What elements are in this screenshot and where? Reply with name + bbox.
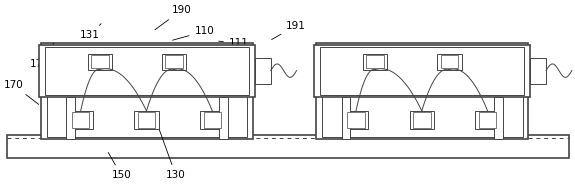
Bar — [479, 112, 496, 128]
Bar — [316, 43, 528, 139]
Bar — [437, 54, 462, 70]
Text: 111: 111 — [218, 38, 249, 48]
Bar — [135, 111, 159, 129]
Bar — [219, 96, 228, 139]
Bar — [494, 96, 503, 139]
Bar — [440, 55, 458, 69]
Bar — [315, 45, 530, 96]
Bar — [409, 111, 434, 129]
Bar — [166, 55, 183, 69]
Bar — [476, 111, 500, 129]
Bar — [204, 112, 221, 128]
Bar — [68, 111, 93, 129]
Bar — [138, 112, 155, 128]
Bar — [322, 45, 523, 137]
Bar — [342, 96, 350, 139]
Bar — [344, 111, 368, 129]
Bar — [347, 112, 365, 128]
Text: 131: 131 — [80, 24, 101, 40]
Text: 190: 190 — [155, 5, 191, 30]
Bar — [320, 47, 524, 95]
Bar — [6, 135, 569, 158]
Bar — [87, 54, 112, 70]
Text: 110: 110 — [172, 26, 214, 40]
Bar — [45, 47, 249, 95]
Text: 171: 171 — [30, 43, 53, 69]
Text: 170: 170 — [3, 80, 39, 104]
Text: 130: 130 — [156, 122, 186, 180]
Bar — [530, 58, 546, 84]
Bar — [200, 111, 224, 129]
Bar — [363, 54, 388, 70]
Bar — [39, 45, 255, 96]
Bar — [91, 55, 109, 69]
Text: 191: 191 — [271, 21, 306, 40]
Bar — [162, 54, 186, 70]
Bar — [255, 58, 271, 84]
Bar — [366, 55, 384, 69]
Text: 150: 150 — [108, 152, 131, 180]
Bar — [72, 112, 90, 128]
Bar — [47, 45, 247, 137]
Bar — [413, 112, 431, 128]
Bar — [41, 43, 253, 139]
Bar — [66, 96, 75, 139]
